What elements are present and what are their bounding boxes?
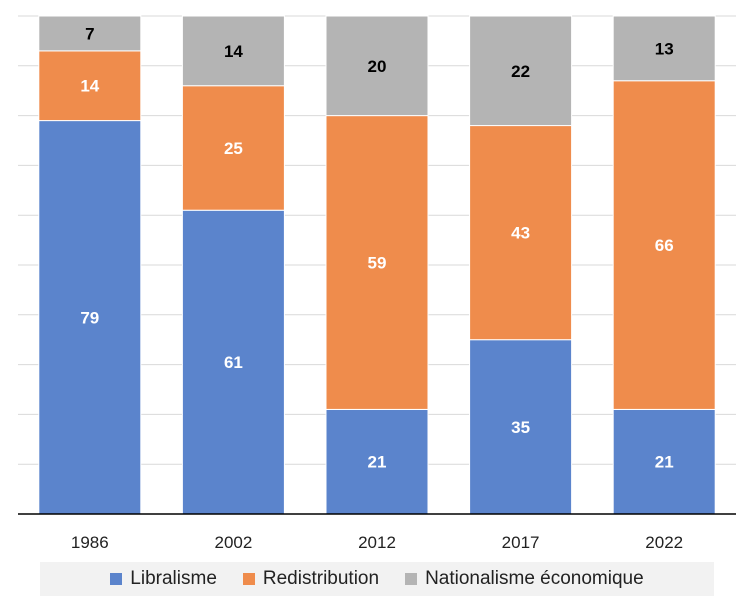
x-tick-label: 2022: [645, 533, 683, 552]
data-label: 43: [511, 224, 530, 243]
data-label: 61: [224, 353, 243, 372]
legend-item-redistribution: Redistribution: [242, 568, 380, 590]
bar-segment: [181, 15, 285, 87]
bar-stacks: [38, 15, 716, 515]
data-labels: 79 14 7 61 25 14 21 59 20 35 43 22 21 66 13: [80, 24, 673, 471]
bar-segment: [612, 408, 716, 515]
bar-segment: [181, 209, 285, 515]
bar-segment: [469, 15, 573, 127]
bar-segment: [612, 15, 716, 82]
data-label: 21: [655, 453, 674, 472]
legend-item-nationalisme: Nationalisme économique: [405, 568, 644, 590]
bar-segment: [181, 85, 285, 211]
x-tick-label: 1986: [71, 533, 109, 552]
data-label: 20: [368, 57, 387, 76]
bar-segment: [469, 339, 573, 515]
data-label: 14: [80, 77, 99, 96]
data-label: 59: [368, 254, 387, 273]
bar-segment: [469, 125, 573, 341]
x-tick-label: 2012: [358, 533, 396, 552]
x-tick-label: 2002: [214, 533, 252, 552]
data-label: 25: [224, 139, 243, 158]
legend-item-libralisme: Libralisme: [110, 568, 217, 590]
legend-swatch-libralisme: [110, 573, 123, 585]
data-label: 14: [224, 42, 243, 61]
legend-label-libralisme: Libralisme: [130, 568, 217, 589]
legend-label-redistribution: Redistribution: [262, 568, 380, 589]
data-label: 7: [85, 24, 94, 43]
legend-swatch-redistribution: [242, 573, 255, 585]
bar-segment: [325, 408, 429, 515]
bar-segment: [38, 50, 142, 122]
data-label: 13: [655, 39, 674, 58]
legend-label-nationalisme: Nationalisme économique: [425, 568, 644, 589]
legend-swatch-nationalisme: [405, 573, 418, 585]
stacked-bar-chart: 79 14 7 61 25 14 21 59 20 35 43 22 21 66 13 1986 2002 20…: [18, 15, 736, 552]
bar-segment: [325, 15, 429, 117]
data-label: 66: [655, 236, 674, 255]
x-tick-label: 2017: [502, 533, 540, 552]
data-label: 79: [80, 308, 99, 327]
bar-segment: [325, 115, 429, 410]
data-label: 21: [368, 453, 387, 472]
data-label: 22: [511, 62, 530, 81]
data-label: 35: [511, 418, 530, 437]
x-axis-ticks: 1986 2002 2012 2017 2022: [71, 533, 683, 552]
legend: Libralisme Redistribution Nationalisme é…: [40, 562, 714, 596]
bar-segment: [38, 15, 142, 52]
